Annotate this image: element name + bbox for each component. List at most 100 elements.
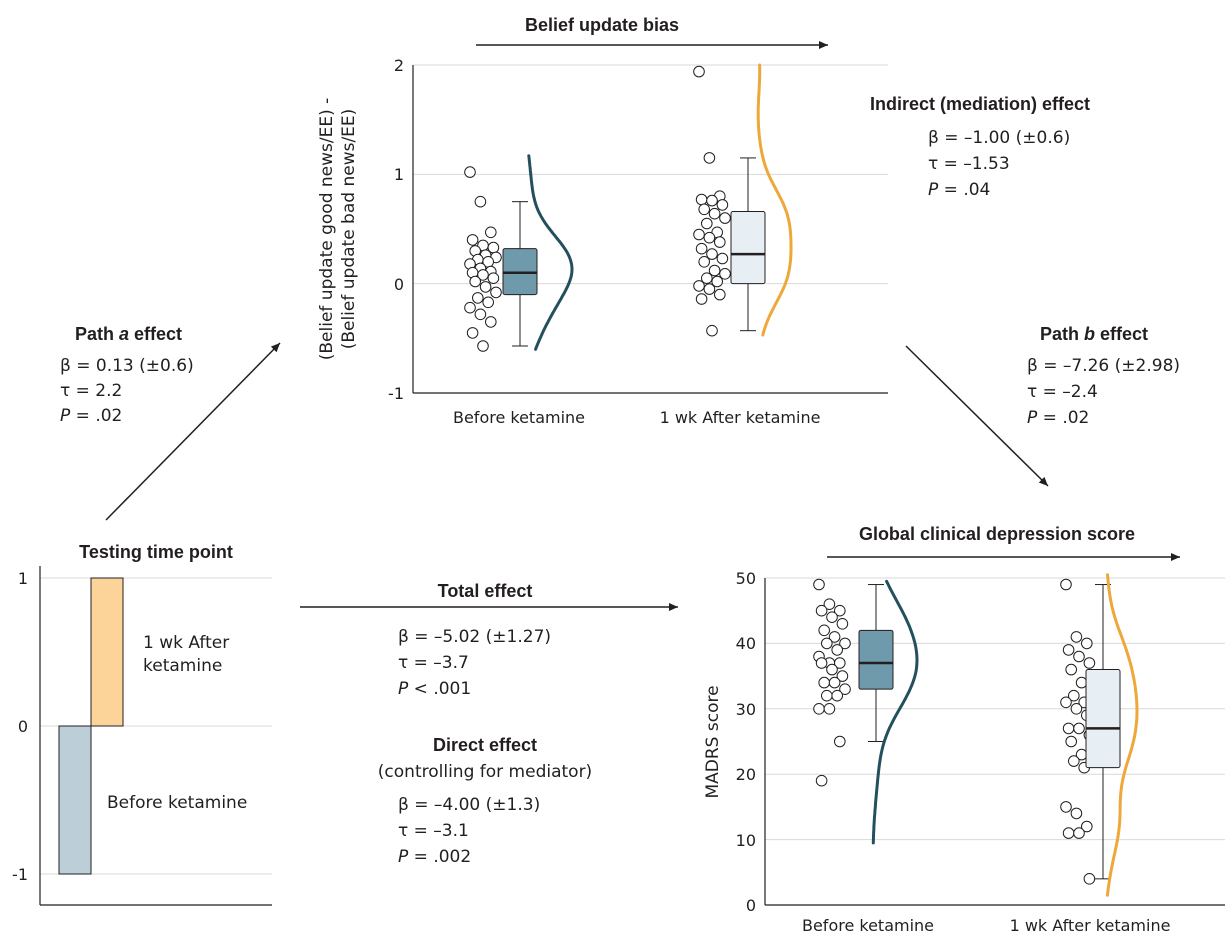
data-point xyxy=(839,683,851,696)
data-point xyxy=(831,689,844,702)
time-ytick-0: 0 xyxy=(18,717,28,736)
data-point xyxy=(823,703,836,715)
data-point xyxy=(1081,820,1093,833)
data-point xyxy=(821,689,833,702)
data-point xyxy=(703,152,716,164)
data-point xyxy=(706,248,718,260)
indirect-beta: β = –1.00 (±0.6) xyxy=(928,128,1070,148)
madrs-chart: Global clinical depression score 50 40 3… xyxy=(703,524,1225,935)
box xyxy=(730,211,766,285)
data-point xyxy=(466,234,479,246)
data-point xyxy=(1065,735,1077,748)
data-point xyxy=(466,327,479,339)
bar-after-ketamine xyxy=(90,577,124,727)
data-point xyxy=(485,226,497,239)
data-point xyxy=(1062,722,1075,735)
bar-label-after-line1: 1 wk After xyxy=(143,633,229,653)
data-point xyxy=(472,292,484,304)
data-point xyxy=(836,670,849,682)
data-point xyxy=(714,288,726,301)
madrs-ytick-0: 0 xyxy=(746,896,756,915)
data-point xyxy=(831,644,844,656)
data-point xyxy=(693,65,705,78)
data-point xyxy=(815,604,828,617)
data-point xyxy=(818,676,831,689)
density-curve xyxy=(527,154,574,351)
data-point xyxy=(823,598,836,611)
madrs-ylabel: MADRS score xyxy=(703,685,723,798)
data-point xyxy=(836,618,849,630)
path-a-title: Path a effect xyxy=(75,324,182,344)
data-point xyxy=(1075,676,1088,689)
data-point xyxy=(1062,644,1075,656)
data-point xyxy=(813,578,825,591)
data-point xyxy=(695,242,708,255)
data-point xyxy=(839,637,851,650)
direct-title: Direct effect xyxy=(433,735,537,755)
indirect-effect-annotation: Indirect (mediation) effect β = –1.00 (±… xyxy=(870,94,1090,200)
data-point xyxy=(706,324,718,337)
data-point xyxy=(815,657,828,669)
data-point xyxy=(1060,578,1072,591)
belief-ytick-0: 0 xyxy=(394,275,404,294)
path-b-beta: β = –7.26 (±2.98) xyxy=(1027,356,1180,376)
madrs-ytick-20: 20 xyxy=(736,765,756,784)
data-point xyxy=(695,293,708,305)
bar-label-before: Before ketamine xyxy=(107,793,247,813)
data-point xyxy=(714,236,726,248)
time-ytick-1: 1 xyxy=(18,569,28,588)
path-b-annotation: Path b effect β = –7.26 (±2.98) τ = –2.4… xyxy=(1027,324,1180,428)
data-point xyxy=(719,212,731,224)
total-title: Total effect xyxy=(438,581,533,601)
data-point xyxy=(1083,873,1096,885)
madrs-ytick-50: 50 xyxy=(736,569,756,588)
data-point xyxy=(469,275,482,288)
data-point xyxy=(474,195,487,208)
density-curve xyxy=(1105,573,1139,897)
data-point xyxy=(834,604,846,617)
data-point xyxy=(487,272,500,285)
data-point xyxy=(1073,722,1085,735)
data-point xyxy=(477,340,489,352)
data-point xyxy=(703,283,716,295)
data-point xyxy=(828,631,841,643)
data-point xyxy=(482,296,495,309)
data-point xyxy=(1060,696,1072,709)
belief-ytick-neg1: -1 xyxy=(388,384,404,403)
total-beta: β = –5.02 (±1.27) xyxy=(398,627,551,647)
belief-xtick-after: 1 wk After ketamine xyxy=(660,408,821,427)
bar-before-ketamine xyxy=(58,725,92,875)
belief-ylabel-line2: (Belief update bad news/EE) xyxy=(339,109,359,350)
data-point xyxy=(1070,807,1083,820)
total-p: P < .001 xyxy=(398,679,471,699)
data-point xyxy=(1083,657,1096,669)
data-point xyxy=(1060,801,1072,813)
data-point xyxy=(485,316,497,328)
data-point xyxy=(706,194,718,207)
data-point xyxy=(1062,827,1075,839)
belief-ytick-2: 2 xyxy=(394,56,404,75)
box xyxy=(858,629,894,690)
path-b-tau: τ = –2.4 xyxy=(1027,382,1098,402)
indirect-tau: τ = –1.53 xyxy=(928,154,1010,174)
box xyxy=(1085,669,1121,769)
data-point xyxy=(701,272,713,285)
data-point xyxy=(479,281,492,293)
indirect-title: Indirect (mediation) effect xyxy=(870,94,1090,114)
belief-update-chart: Belief update bias 2 1 0 -1 (Belief upda… xyxy=(317,15,888,427)
data-point xyxy=(474,308,487,321)
data-point xyxy=(834,735,846,748)
madrs-marks xyxy=(813,573,1139,897)
data-point xyxy=(834,657,846,669)
data-point xyxy=(826,663,838,676)
data-point xyxy=(1081,637,1093,650)
path-a-p: P = .02 xyxy=(60,406,122,426)
belief-chart-title: Belief update bias xyxy=(525,15,679,35)
data-point xyxy=(711,275,724,288)
path-a-annotation: Path a effect β = 0.13 (±0.6) τ = 2.2 P … xyxy=(60,324,194,426)
path-b-p: P = .02 xyxy=(1027,408,1089,428)
data-point xyxy=(1073,650,1085,663)
path-b-title: Path b effect xyxy=(1040,324,1148,344)
data-point xyxy=(464,301,476,314)
